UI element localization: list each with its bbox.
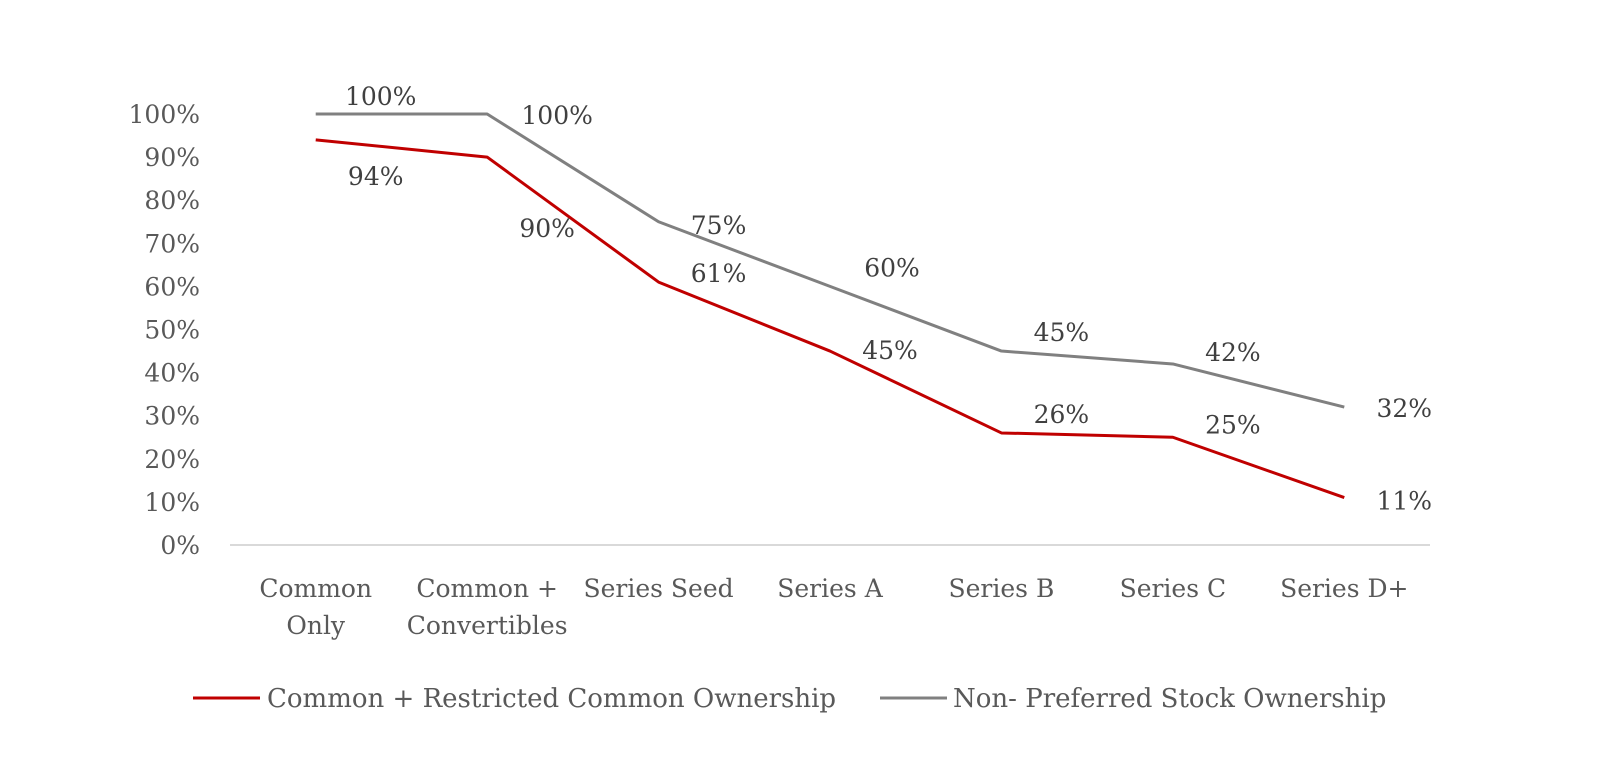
y-tick-label: 10% [144, 488, 200, 517]
data-label-series-2: 100% [521, 101, 592, 130]
data-label-series-2: 42% [1205, 338, 1261, 367]
x-category-label: Series A [777, 574, 883, 603]
series-line-2 [315, 112, 1345, 409]
x-category-label: Series Seed [583, 574, 733, 603]
x-category-label: Common + Convertibles [407, 574, 568, 640]
legend-label-2: Non- Preferred Stock Ownership [953, 684, 1386, 714]
data-label-series-1: 11% [1376, 487, 1432, 516]
x-category-label: Series C [1120, 574, 1227, 603]
x-category-label: Series B [949, 574, 1055, 603]
data-label-series-1: 25% [1205, 410, 1261, 439]
x-category-label: Common Only [259, 574, 372, 640]
y-tick-label: 40% [144, 359, 200, 388]
data-label-series-2: 75% [691, 211, 747, 240]
y-tick-label: 70% [144, 229, 200, 258]
data-label-series-2: 100% [345, 82, 416, 111]
x-category-label: Series D+ [1280, 574, 1408, 603]
y-tick-label: 50% [144, 316, 200, 345]
data-label-series-2: 32% [1376, 394, 1432, 423]
series-line-1 [315, 138, 1345, 500]
data-label-series-2: 45% [1034, 318, 1090, 347]
y-tick-label: 90% [144, 143, 200, 172]
y-tick-label: 60% [144, 272, 200, 301]
data-label-series-1: 26% [1034, 400, 1090, 429]
y-tick-label: 20% [144, 445, 200, 474]
y-tick-label: 80% [144, 186, 200, 215]
x-axis-categories: Common Only Common + Convertibles Series See… [259, 574, 1408, 640]
legend-label-1: Common + Restricted Common Ownership [267, 684, 836, 714]
data-label-series-2: 60% [864, 253, 920, 282]
data-label-series-1: 94% [348, 162, 404, 191]
y-tick-label: 30% [144, 402, 200, 431]
y-axis-ticks: 0% 10% 20% 30% 40% 50% 60% 70% 80% 90% 100% [129, 100, 200, 560]
data-labels: 94% 90% 61% 45% 26% 25% 11% 100% 100% 75% 60% 45% 42… [345, 82, 1432, 516]
y-tick-label: 100% [129, 100, 200, 129]
data-label-series-1: 61% [691, 259, 747, 288]
data-label-series-1: 45% [862, 336, 918, 365]
data-label-series-1: 90% [519, 214, 575, 243]
series-lines [315, 112, 1345, 500]
legend: Common + Restricted Common Ownership Non-… [193, 684, 1386, 714]
y-tick-label: 0% [160, 531, 200, 560]
